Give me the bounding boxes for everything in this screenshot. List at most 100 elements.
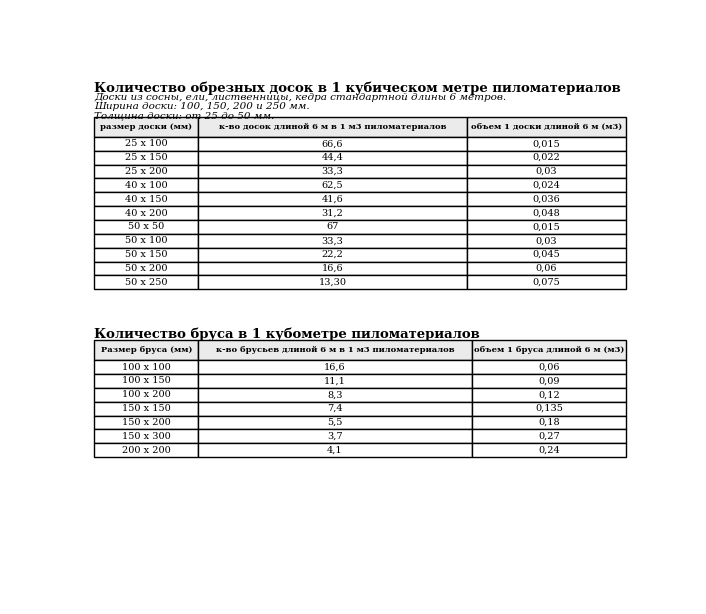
Text: 0,075: 0,075	[532, 278, 561, 287]
Bar	[95, 206, 198, 220]
Bar	[198, 220, 467, 234]
Text: Размер бруса (мм): Размер бруса (мм)	[100, 346, 192, 354]
Bar	[467, 247, 626, 262]
Bar	[95, 443, 198, 457]
Bar	[198, 276, 467, 289]
Bar	[95, 402, 198, 416]
Text: 25 х 200: 25 х 200	[125, 167, 167, 176]
Text: 50 х 200: 50 х 200	[125, 264, 167, 273]
Text: 0,03: 0,03	[536, 167, 557, 176]
Bar	[472, 360, 626, 374]
Text: 100 х 200: 100 х 200	[122, 391, 171, 399]
Bar	[472, 443, 626, 457]
Text: 100 х 100: 100 х 100	[122, 362, 171, 371]
Bar	[467, 117, 626, 137]
Text: 44,4: 44,4	[321, 153, 343, 162]
Bar	[95, 234, 198, 247]
Text: 62,5: 62,5	[321, 181, 343, 190]
Text: 0,03: 0,03	[536, 236, 557, 245]
Text: 50 х 150: 50 х 150	[125, 250, 167, 259]
Bar	[95, 179, 198, 192]
Bar	[95, 374, 198, 388]
Text: 7,4: 7,4	[327, 404, 343, 413]
Text: объем 1 доски длиной 6 м (м3): объем 1 доски длиной 6 м (м3)	[471, 123, 622, 131]
Bar	[472, 402, 626, 416]
Bar	[467, 150, 626, 165]
Bar	[467, 179, 626, 192]
Text: 40 х 200: 40 х 200	[125, 209, 167, 217]
Bar	[95, 276, 198, 289]
Bar	[472, 340, 626, 360]
Text: 11,1: 11,1	[324, 376, 346, 386]
Bar	[198, 374, 472, 388]
Text: Ширина доски: 100, 150, 200 и 250 мм.: Ширина доски: 100, 150, 200 и 250 мм.	[95, 102, 310, 111]
Text: 0,048: 0,048	[532, 209, 561, 217]
Bar	[198, 117, 467, 137]
Text: 0,06: 0,06	[538, 362, 560, 371]
Bar	[198, 234, 467, 247]
Text: 150 х 150: 150 х 150	[122, 404, 171, 413]
Bar	[467, 234, 626, 247]
Text: 0,015: 0,015	[532, 139, 561, 148]
Text: 33,3: 33,3	[321, 167, 343, 176]
Bar	[95, 137, 198, 150]
Text: 3,7: 3,7	[327, 432, 343, 441]
Text: 50 х 50: 50 х 50	[128, 222, 164, 231]
Text: к-во брусьев длиной 6 м в 1 м3 пиломатериалов: к-во брусьев длиной 6 м в 1 м3 пиломатер…	[216, 346, 455, 354]
Text: 13,30: 13,30	[318, 278, 347, 287]
Text: 0,18: 0,18	[538, 418, 560, 427]
Text: к-во досок длиной 6 м в 1 м3 пиломатериалов: к-во досок длиной 6 м в 1 м3 пиломатериа…	[219, 123, 446, 131]
Text: 50 х 250: 50 х 250	[125, 278, 167, 287]
Text: размер доски (мм): размер доски (мм)	[100, 123, 192, 131]
Text: 4,1: 4,1	[327, 446, 343, 455]
Bar	[472, 374, 626, 388]
Text: 5,5: 5,5	[328, 418, 342, 427]
Bar	[467, 165, 626, 179]
Text: 0,045: 0,045	[532, 250, 561, 259]
Text: 67: 67	[326, 222, 339, 231]
Bar	[95, 262, 198, 276]
Bar	[198, 179, 467, 192]
Text: 0,12: 0,12	[538, 391, 560, 399]
Text: объем 1 бруса длиной 6 м (м3): объем 1 бруса длиной 6 м (м3)	[474, 346, 624, 354]
Text: 0,015: 0,015	[532, 222, 561, 231]
Text: 150 х 300: 150 х 300	[122, 432, 171, 441]
Text: 16,6: 16,6	[324, 362, 346, 371]
Text: 0,27: 0,27	[538, 432, 560, 441]
Text: 0,024: 0,024	[532, 181, 561, 190]
Text: 0,135: 0,135	[535, 404, 563, 413]
Bar	[95, 117, 198, 137]
Bar	[95, 192, 198, 206]
Text: 16,6: 16,6	[321, 264, 343, 273]
Bar	[198, 429, 472, 443]
Text: 40 х 150: 40 х 150	[125, 195, 167, 204]
Bar	[467, 220, 626, 234]
Bar	[467, 276, 626, 289]
Text: 8,3: 8,3	[328, 391, 343, 399]
Bar	[95, 360, 198, 374]
Bar	[198, 150, 467, 165]
Bar	[95, 220, 198, 234]
Bar	[198, 360, 472, 374]
Text: 31,2: 31,2	[321, 209, 343, 217]
Bar	[472, 416, 626, 429]
Bar	[198, 416, 472, 429]
Bar	[95, 340, 198, 360]
Bar	[472, 388, 626, 402]
Text: 0,09: 0,09	[538, 376, 560, 386]
Text: Толщина доски: от 25 до 50 мм.: Толщина доски: от 25 до 50 мм.	[95, 111, 275, 120]
Bar	[198, 137, 467, 150]
Text: 22,2: 22,2	[321, 250, 343, 259]
Text: 25 х 150: 25 х 150	[125, 153, 167, 162]
Text: 100 х 150: 100 х 150	[122, 376, 171, 386]
Text: 66,6: 66,6	[322, 139, 343, 148]
Bar	[467, 206, 626, 220]
Bar	[198, 388, 472, 402]
Text: 0,06: 0,06	[536, 264, 557, 273]
Text: 150 х 200: 150 х 200	[122, 418, 171, 427]
Bar	[95, 388, 198, 402]
Text: 0,022: 0,022	[532, 153, 561, 162]
Bar	[198, 192, 467, 206]
Bar	[198, 262, 467, 276]
Text: 40 х 100: 40 х 100	[125, 181, 167, 190]
